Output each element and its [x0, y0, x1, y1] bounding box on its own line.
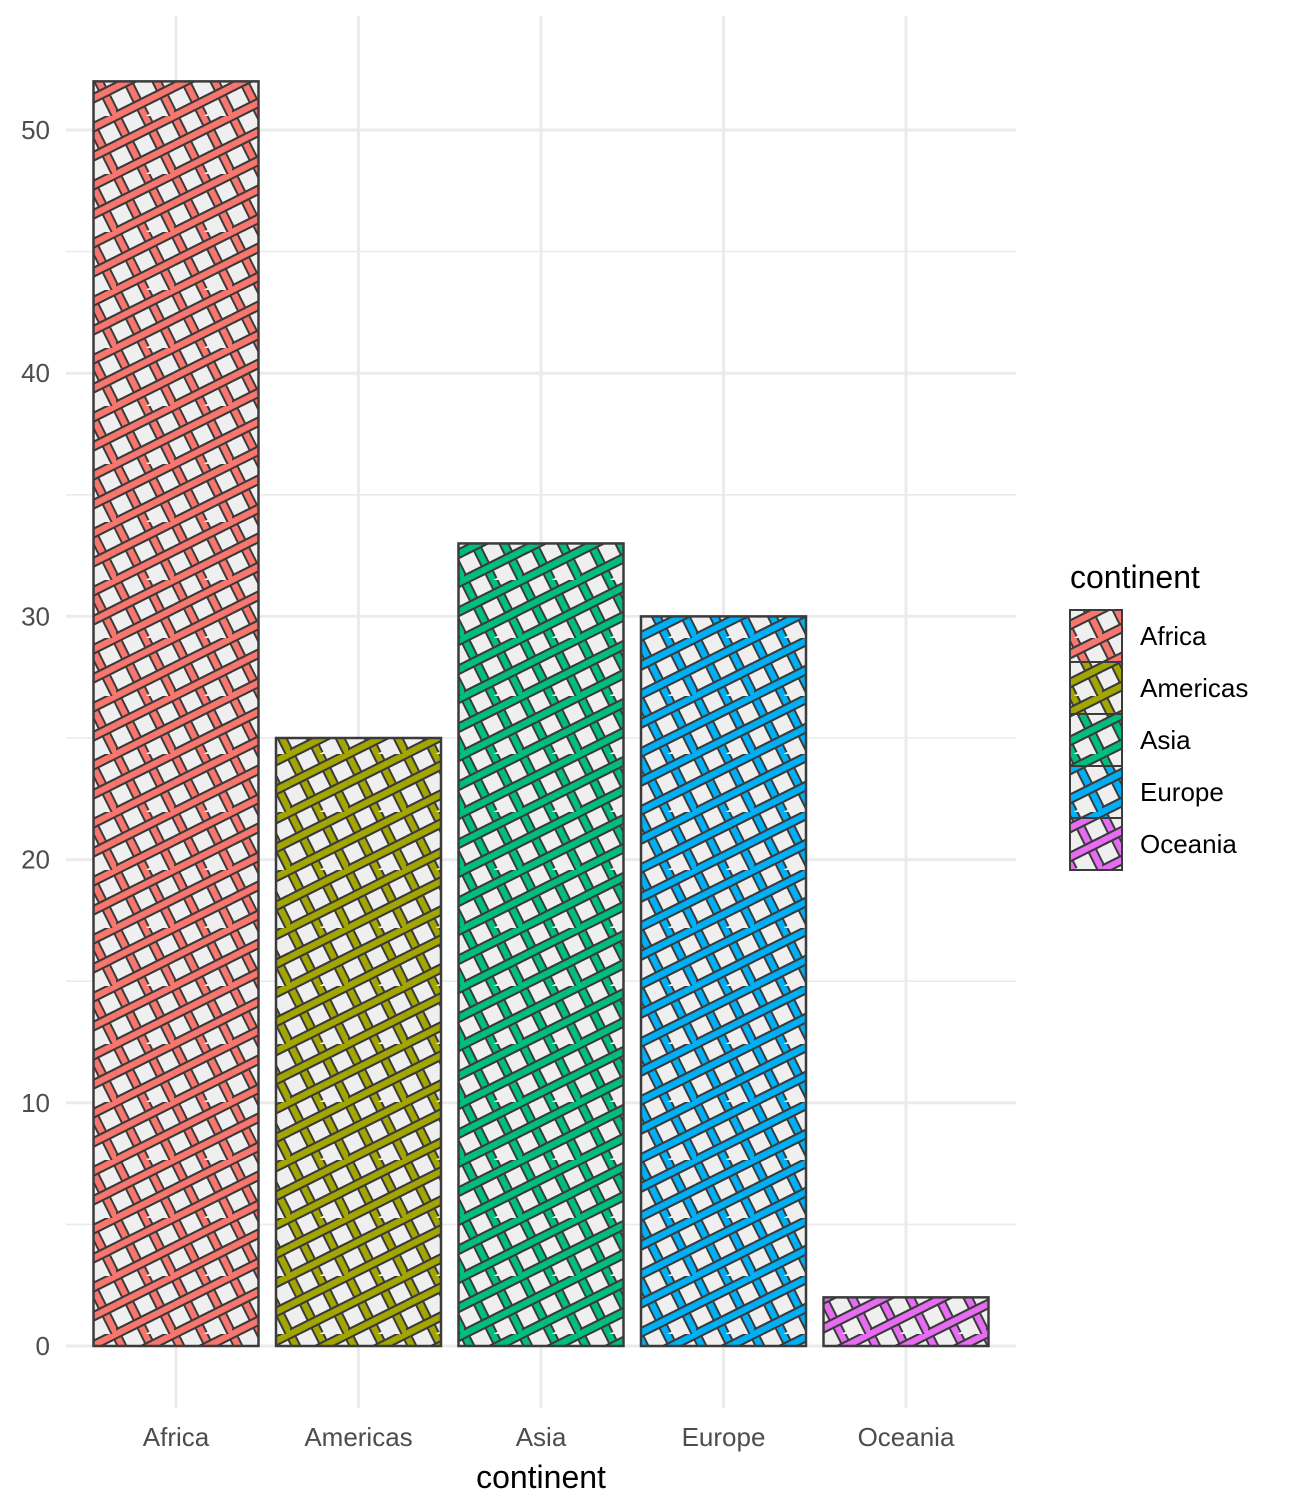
legend-label: Europe — [1140, 777, 1224, 807]
y-tick-label: 30 — [21, 601, 50, 631]
y-axis-ticks: 0 10 20 30 40 50 — [21, 115, 50, 1361]
bar-oceania — [822, 1296, 990, 1348]
y-tick-label: 40 — [21, 358, 50, 388]
bar-asia — [457, 542, 625, 1348]
x-axis-ticks: Africa Americas Asia Europe Oceania — [143, 1422, 955, 1452]
legend: continent Africa Americas Asia Europe Oceani… — [1069, 559, 1248, 871]
x-tick-label: Oceania — [858, 1422, 955, 1452]
legend-label: Oceania — [1140, 829, 1237, 859]
legend-key-europe — [1069, 765, 1123, 819]
bars — [92, 80, 990, 1348]
legend-key-africa — [1069, 609, 1123, 663]
x-tick-label: Americas — [304, 1422, 412, 1452]
x-tick-label: Europe — [682, 1422, 766, 1452]
y-tick-label: 0 — [36, 1331, 50, 1361]
x-tick-label: Asia — [516, 1422, 567, 1452]
bar-americas — [274, 736, 443, 1348]
legend-title: continent — [1070, 559, 1200, 595]
legend-label: Americas — [1140, 673, 1248, 703]
bar-europe — [639, 615, 808, 1348]
bar-africa — [92, 80, 260, 1348]
legend-label: Asia — [1140, 725, 1191, 755]
legend-label: Africa — [1140, 621, 1207, 651]
y-tick-label: 10 — [21, 1088, 50, 1118]
legend-key-americas — [1069, 661, 1123, 715]
legend-key-oceania — [1069, 817, 1123, 871]
x-axis-title: continent — [476, 1459, 606, 1495]
legend-key-asia — [1069, 713, 1123, 767]
legend-keys: Africa Americas Asia Europe Oceania — [1069, 609, 1248, 871]
x-tick-label: Africa — [143, 1422, 210, 1452]
y-tick-label: 50 — [21, 115, 50, 145]
y-tick-label: 20 — [21, 845, 50, 875]
